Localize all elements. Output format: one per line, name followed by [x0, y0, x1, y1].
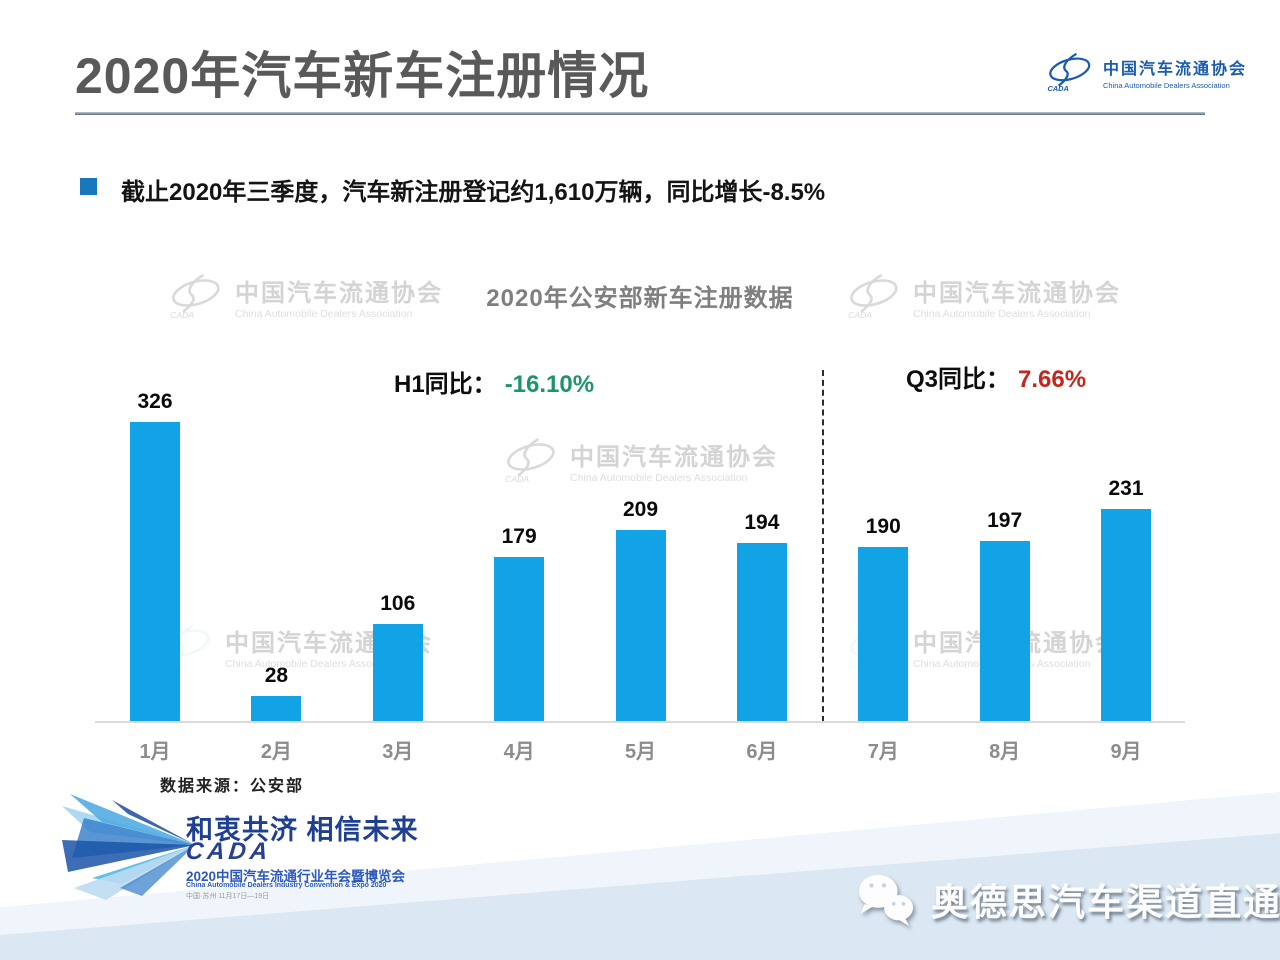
bar	[979, 541, 1030, 722]
cada-swoosh-icon: CADA	[1047, 52, 1091, 93]
bar-value-label: 326	[137, 390, 173, 413]
svg-text:CADA: CADA	[1047, 84, 1068, 93]
bar-value-label: 106	[380, 592, 416, 615]
bullet-row: 截止2020年三季度，汽车新注册登记约1,610万辆，同比增长-8.5%	[80, 172, 825, 207]
bullet-square-icon	[80, 178, 97, 195]
chart-title: 2020年公安部新车注册数据	[486, 285, 794, 312]
bar-column: 179 4月	[459, 395, 579, 763]
bar-column: 209 5月	[581, 395, 701, 763]
association-name-cn: 中国汽车流通协会	[1103, 60, 1248, 78]
expo-event-date: 中国·苏州 11月17日—19日	[186, 893, 270, 900]
x-axis-tick-label: 5月	[624, 741, 657, 763]
q3-ratio-value: 7.66%	[1018, 366, 1087, 393]
bar-column: 197 8月	[945, 395, 1065, 763]
quarter-divider-dashed-line	[822, 370, 824, 722]
bar-value-label: 190	[865, 515, 901, 538]
x-axis-tick-label: 7月	[867, 741, 899, 763]
bar	[736, 543, 787, 722]
bar-column: 106 3月	[338, 395, 458, 763]
x-axis-tick-label: 1月	[139, 741, 171, 763]
h1-ratio: H1同比： -16.10%	[394, 364, 594, 399]
page-title: 2020年汽车新车注册情况	[75, 48, 650, 104]
channel-watermark-text: 奥德思汽车渠道直通车	[931, 882, 1280, 923]
bullet-text: 截止2020年三季度，汽车新注册登记约1,610万辆，同比增长-8.5%	[121, 179, 826, 206]
bar-value-label: 194	[744, 511, 780, 534]
bar-value-label: 231	[1108, 477, 1144, 500]
bar-column: 231 9月	[1066, 395, 1186, 763]
x-axis-tick-label: 9月	[1110, 741, 1142, 763]
arrow-burst-icon	[62, 794, 195, 900]
bar-value-label: 197	[987, 509, 1023, 532]
x-axis-tick-label: 4月	[503, 741, 535, 763]
bar-value-label: 209	[622, 498, 659, 521]
h1-ratio-value: -16.10%	[504, 371, 595, 398]
bar-column: 190 7月	[823, 395, 943, 763]
bar-column: 194 6月	[702, 395, 822, 763]
expo-event-name-en: China Automobile Dealers Industry Conven…	[186, 882, 387, 889]
q3-ratio-label: Q3同比：	[906, 366, 1011, 393]
x-axis-tick-label: 6月	[746, 741, 778, 763]
bar-column: 326 1月	[95, 390, 215, 763]
h1-ratio-label: H1同比：	[394, 371, 497, 398]
x-axis-line	[95, 721, 1185, 723]
bar	[372, 624, 423, 722]
channel-watermark: 奥德思汽车渠道直通车	[855, 870, 1280, 928]
bar	[251, 696, 302, 722]
bar	[615, 530, 666, 722]
x-axis-tick-label: 3月	[382, 741, 414, 763]
bar	[494, 557, 545, 722]
data-source-note: 数据来源：公安部	[160, 778, 305, 795]
x-axis-tick-label: 8月	[989, 741, 1021, 763]
bar	[130, 422, 180, 722]
association-logo: CADA 中国汽车流通协会 China Automobile Dealers A…	[1043, 50, 1247, 94]
bar-column: 28 2月	[216, 395, 336, 763]
bar-value-label: 28	[264, 664, 289, 687]
bar-value-label: 179	[501, 525, 537, 548]
title-divider	[75, 112, 1205, 115]
expo-slogan: 和衷共济 相信未来	[186, 815, 419, 845]
bar	[858, 547, 909, 722]
expo-brand: CADA	[184, 838, 273, 865]
wechat-icon	[858, 874, 914, 927]
q3-ratio: Q3同比： 7.66%	[906, 359, 1086, 394]
x-axis-tick-label: 2月	[260, 741, 292, 763]
association-name-en: China Automobile Dealers Association	[1103, 80, 1230, 90]
expo-event-name-cn: 2020中国汽车流通行业年会暨博览会	[186, 869, 406, 884]
bar	[1101, 509, 1151, 722]
